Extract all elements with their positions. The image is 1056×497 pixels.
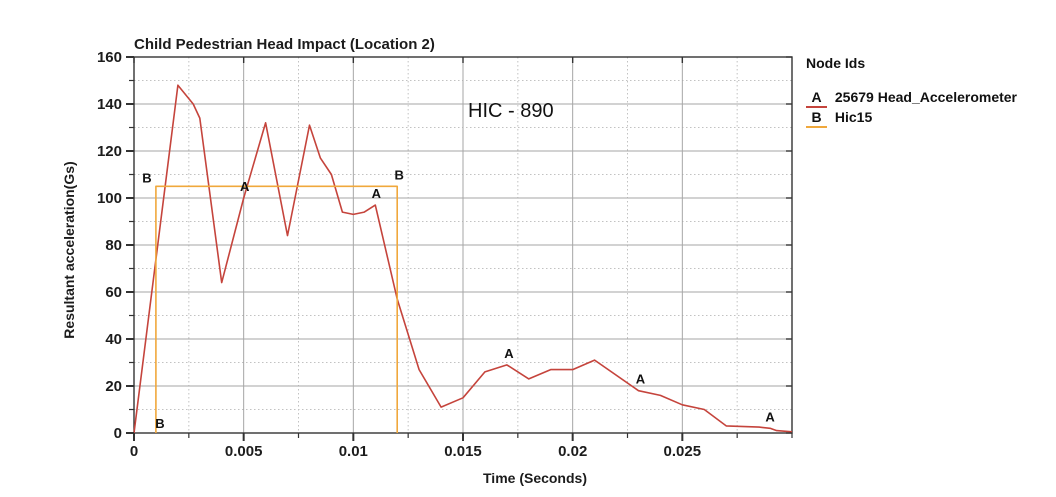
y-tick-label: 100 xyxy=(97,190,122,207)
y-tick-label: 80 xyxy=(105,237,122,254)
chart-title: Child Pedestrian Head Impact (Location 2… xyxy=(134,36,435,53)
x-tick-label: 0 xyxy=(130,443,138,460)
y-tick-label: 120 xyxy=(97,143,122,160)
marker-label-B: B xyxy=(395,167,404,182)
legend-header: Node Ids xyxy=(806,55,866,71)
legend: Node Ids A 25679 Head_Accelerometer B Hi… xyxy=(806,55,1017,128)
marker-label-A: A xyxy=(765,409,775,424)
legend-entry-a: A 25679 Head_Accelerometer xyxy=(806,88,1017,108)
y-tick-label: 140 xyxy=(97,96,122,113)
legend-entry-b: B Hic15 xyxy=(806,108,1017,128)
legend-label-b: Hic15 xyxy=(834,109,873,125)
y-tick-label: 160 xyxy=(97,49,122,66)
hic-value-annotation: HIC - 890 xyxy=(468,100,554,122)
x-tick-labels: 0 0.005 0.01 0.015 0.02 0.025 xyxy=(130,443,701,460)
x-tick-label: 0.01 xyxy=(339,443,368,460)
marker-label-B: B xyxy=(155,416,164,431)
y-tick-label: 0 xyxy=(114,425,122,442)
x-tick-label: 0.025 xyxy=(664,443,702,460)
marker-label-A: A xyxy=(636,372,646,387)
legend-key-b: B xyxy=(806,108,827,128)
gridlines-major xyxy=(134,57,792,433)
y-tick-label: 40 xyxy=(105,331,122,348)
marker-label-B: B xyxy=(142,170,151,185)
marker-label-A: A xyxy=(372,186,382,201)
x-tick-label: 0.005 xyxy=(225,443,263,460)
legend-key-a: A xyxy=(806,88,827,108)
marker-label-A: A xyxy=(504,346,514,361)
series-B-line xyxy=(155,185,399,433)
y-tick-label: 20 xyxy=(105,378,122,395)
axis-ticks xyxy=(126,56,793,441)
marker-label-A: A xyxy=(240,179,250,194)
y-tick-labels: 0 20 40 60 80 100 120 140 160 xyxy=(97,49,122,442)
series-A-markers: A A A A A xyxy=(240,179,775,424)
y-tick-label: 60 xyxy=(105,284,122,301)
x-tick-label: 0.02 xyxy=(558,443,587,460)
y-axis-title: Resultant acceleration(Gs) xyxy=(61,161,77,339)
x-tick-label: 0.015 xyxy=(444,443,482,460)
series-A-line xyxy=(133,84,793,434)
legend-label-a: 25679 Head_Accelerometer xyxy=(834,89,1018,105)
series-B-markers: B B B xyxy=(142,167,404,431)
x-axis-title: Time (Seconds) xyxy=(483,470,587,486)
